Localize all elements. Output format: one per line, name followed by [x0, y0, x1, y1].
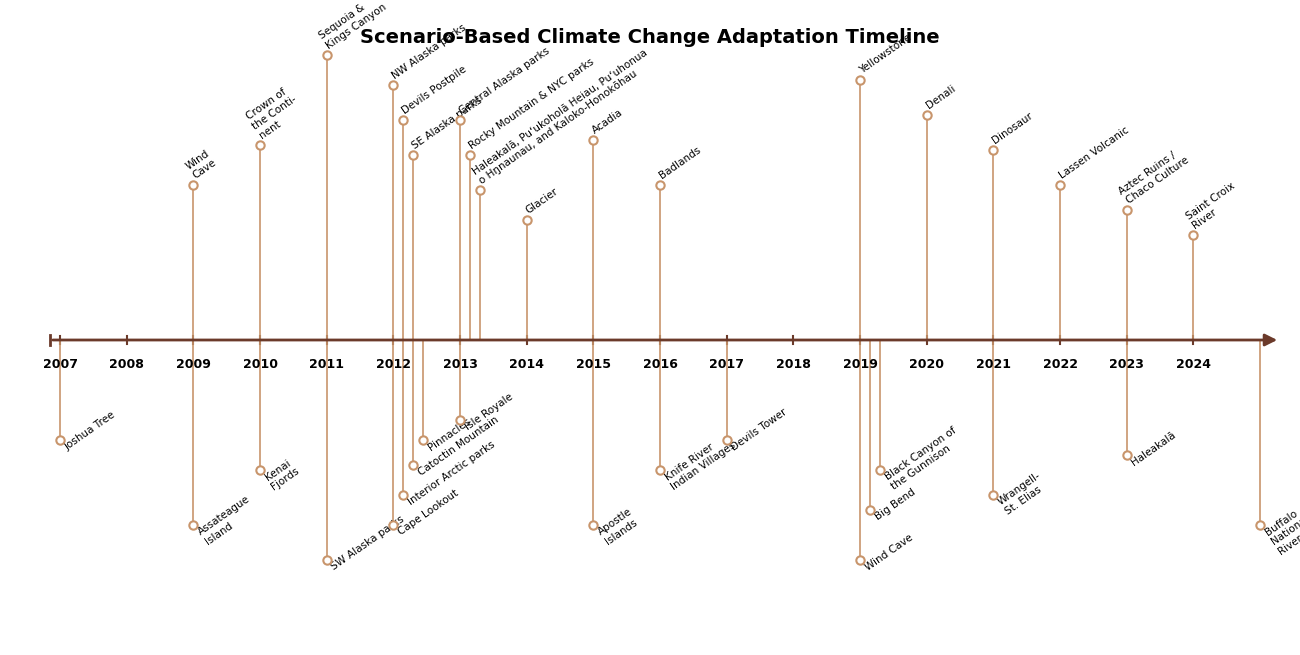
Text: SE Alaska parks: SE Alaska parks [411, 95, 485, 151]
Text: 2008: 2008 [109, 358, 144, 371]
Text: NW Alaska parks: NW Alaska parks [390, 22, 468, 81]
Text: 2017: 2017 [710, 358, 744, 371]
Text: Crown of
the Conti-
nent: Crown of the Conti- nent [244, 84, 306, 141]
Text: 2023: 2023 [1109, 358, 1144, 371]
Text: 2018: 2018 [776, 358, 811, 371]
Text: 2019: 2019 [842, 358, 878, 371]
Text: Big Bend: Big Bend [874, 487, 916, 522]
Text: Glacier: Glacier [524, 187, 560, 216]
Text: 2013: 2013 [442, 358, 477, 371]
Text: Denali: Denali [924, 84, 957, 111]
Text: Pinnacles: Pinnacles [426, 416, 472, 452]
Text: Sequoia &
Kings Canyon: Sequoia & Kings Canyon [317, 0, 387, 51]
Text: Yellowstone: Yellowstone [857, 33, 913, 76]
Text: Badlands: Badlands [658, 145, 702, 181]
Text: Wrangell-
St. Elias: Wrangell- St. Elias [996, 470, 1049, 517]
Text: Rocky Mountain & NYC parks: Rocky Mountain & NYC parks [467, 57, 595, 151]
Text: Wind
Cave: Wind Cave [183, 148, 218, 181]
Text: 2024: 2024 [1175, 358, 1210, 371]
Text: 2009: 2009 [176, 358, 211, 371]
Text: Cape Lookout: Cape Lookout [396, 488, 460, 537]
Text: 2010: 2010 [243, 358, 277, 371]
Text: 2021: 2021 [976, 358, 1011, 371]
Text: Haleakalā, Puʻukoholā Heiau, Puʻuhonua
o Hŋnaunau, and Kaloko-Honokōhau: Haleakalā, Puʻukoholā Heiau, Puʻuhonua o… [471, 47, 655, 186]
Text: Interior Arctic parks: Interior Arctic parks [407, 440, 497, 507]
Text: Central Alaska parks: Central Alaska parks [458, 46, 551, 116]
Text: Acadia: Acadia [590, 107, 625, 136]
Text: Joshua Tree: Joshua Tree [62, 410, 117, 452]
Text: Devils Postpile: Devils Postpile [400, 64, 469, 116]
Text: Kenai
Fjords: Kenai Fjords [263, 456, 302, 492]
Text: Devils Tower: Devils Tower [729, 407, 789, 452]
Text: 2012: 2012 [376, 358, 411, 371]
Text: 2007: 2007 [43, 358, 78, 371]
Text: Haleakalā: Haleakalā [1130, 430, 1178, 467]
Text: Buffalo
National
River: Buffalo National River [1264, 504, 1300, 556]
Text: Scenario-Based Climate Change Adaptation Timeline: Scenario-Based Climate Change Adaptation… [360, 28, 940, 47]
Text: 2015: 2015 [576, 358, 611, 371]
Text: Catoctin Mountain: Catoctin Mountain [416, 414, 500, 477]
Text: 2022: 2022 [1043, 358, 1078, 371]
Text: Apostle
Islands: Apostle Islands [597, 506, 641, 547]
Text: Wind Cave: Wind Cave [863, 532, 914, 572]
Text: 2014: 2014 [510, 358, 545, 371]
Text: 2020: 2020 [909, 358, 944, 371]
Text: Dinosaur: Dinosaur [991, 111, 1035, 146]
Text: Assateague
Island: Assateague Island [196, 494, 259, 547]
Text: Lassen Volcanic: Lassen Volcanic [1057, 125, 1131, 181]
Text: 2016: 2016 [642, 358, 677, 371]
Text: 2011: 2011 [309, 358, 344, 371]
Text: Saint Croix
River: Saint Croix River [1184, 181, 1243, 231]
Text: SW Alaska parks: SW Alaska parks [330, 514, 407, 572]
Text: Black Canyon of
the Gunnison: Black Canyon of the Gunnison [883, 426, 965, 492]
Text: Isle Royale: Isle Royale [463, 392, 515, 432]
Text: Knife River
Indian Villages: Knife River Indian Villages [663, 430, 738, 492]
Text: Aztec Ruins /
Chaco Culture: Aztec Ruins / Chaco Culture [1117, 146, 1191, 206]
